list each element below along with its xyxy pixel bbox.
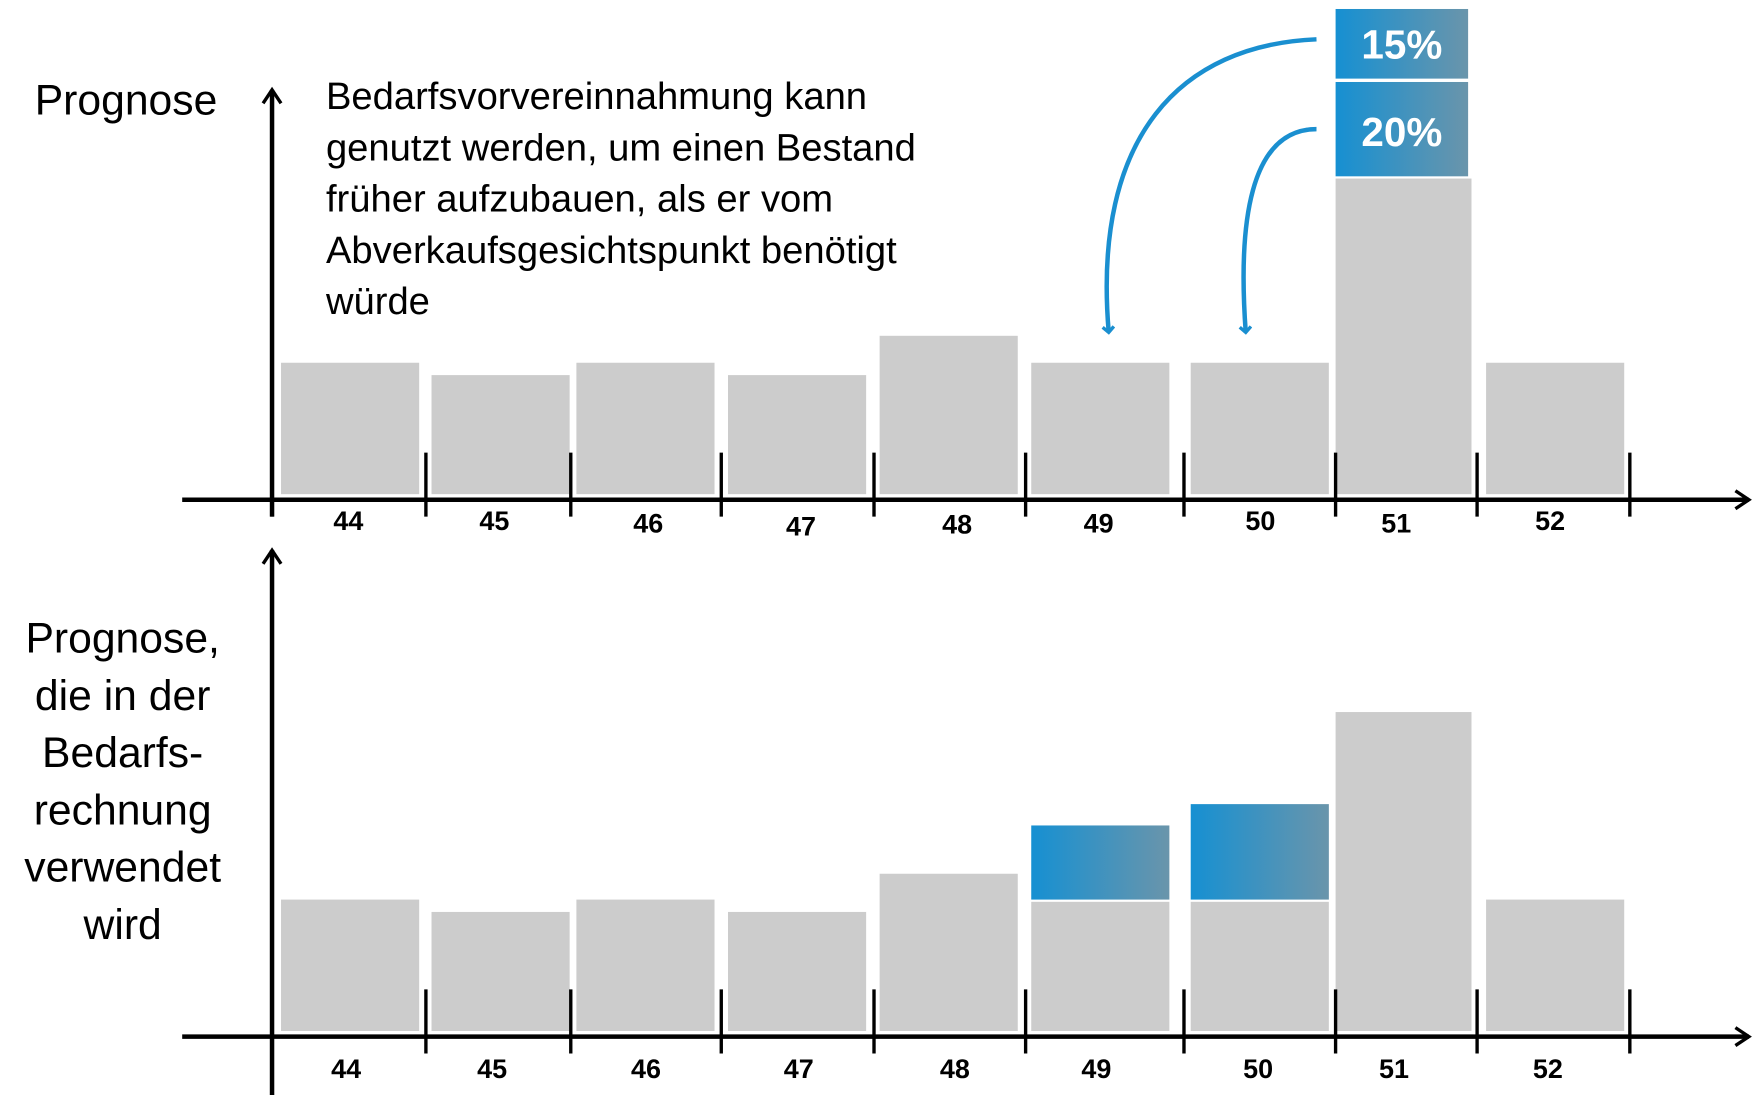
bar: [281, 899, 420, 1031]
shift-label: 20%: [1361, 109, 1442, 155]
week-label: 50: [1245, 506, 1275, 536]
bar: [1486, 362, 1625, 495]
week-label: 52: [1533, 1054, 1563, 1084]
bars: [281, 8, 1625, 1031]
week-label: 51: [1379, 1054, 1409, 1084]
shifted-block: [1190, 804, 1329, 900]
bar: [1190, 901, 1329, 1031]
bar: [431, 375, 570, 495]
bar: [728, 375, 867, 495]
bar: [728, 911, 867, 1031]
bar: [576, 362, 715, 495]
week-label: 47: [784, 1054, 814, 1084]
annotation-line: Abverkaufsgesichtspunkt benötigt: [326, 229, 897, 272]
bar: [1190, 362, 1329, 495]
annotation-line: würde: [325, 280, 430, 323]
arrow: [1244, 126, 1317, 332]
week-label: 47: [786, 512, 816, 542]
bar: [1486, 899, 1625, 1031]
shift-box: [1335, 8, 1469, 79]
week-label: 49: [1081, 1054, 1111, 1084]
week-label: 45: [479, 506, 509, 536]
axis-label: Bedarfs-: [42, 729, 203, 777]
annotation-line: Bedarfsvorvereinnahmung kann: [326, 75, 867, 118]
week-label: 46: [633, 508, 663, 538]
bar: [281, 362, 420, 495]
arrow: [1107, 37, 1317, 332]
annotation-line: genutzt werden, um einen Bestand: [326, 126, 916, 169]
axis-label: Prognose,: [25, 615, 219, 663]
shift-box: [1335, 81, 1469, 177]
bar: [1335, 712, 1472, 1031]
axis-label: rechnung: [34, 786, 212, 834]
bar: [879, 335, 1018, 495]
axis-label: die in der: [35, 672, 210, 720]
shift-label: 15%: [1361, 21, 1442, 67]
bar: [879, 873, 1018, 1031]
week-label: 50: [1243, 1054, 1273, 1084]
week-label: 44: [333, 506, 363, 536]
bar: [1031, 901, 1170, 1031]
axis-label: Prognose: [35, 77, 218, 125]
axis-label: wird: [83, 901, 162, 949]
bar: [576, 899, 715, 1031]
week-label: 48: [942, 509, 972, 539]
week-label: 49: [1084, 508, 1114, 538]
week-label: 45: [477, 1054, 507, 1084]
bar: [1335, 178, 1472, 495]
week-label: 51: [1381, 508, 1411, 538]
week-label: 44: [331, 1054, 361, 1084]
week-label: 46: [631, 1054, 661, 1084]
week-label: 52: [1535, 506, 1565, 536]
week-label: 48: [940, 1054, 970, 1084]
annotation-line: früher aufzubauen, als er vom: [326, 178, 833, 221]
axis-label: verwendet: [24, 844, 221, 892]
bar: [431, 911, 570, 1031]
shifted-block: [1031, 825, 1170, 900]
bar: [1031, 362, 1170, 495]
